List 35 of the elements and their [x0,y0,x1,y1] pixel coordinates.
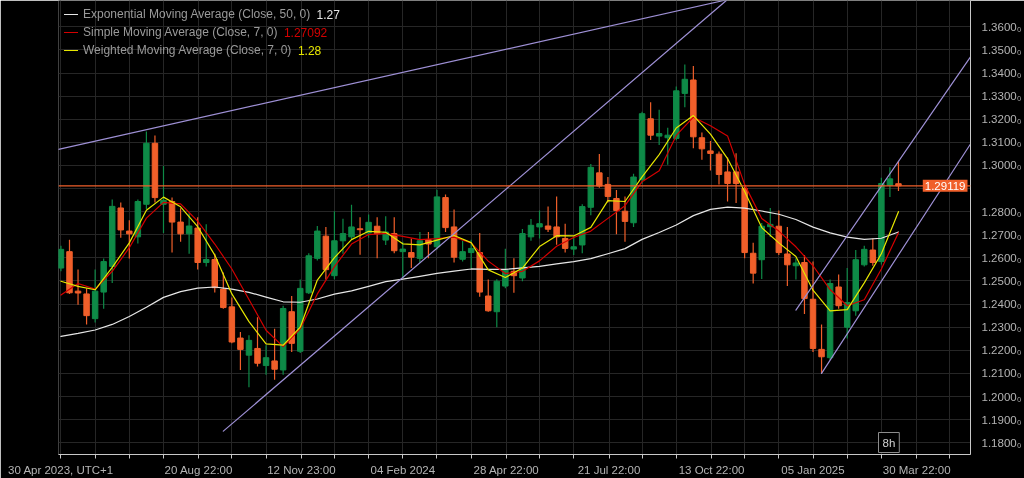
x-tick-label: 20 Aug 22:00 [164,463,233,476]
annotation: 8h [882,436,896,449]
x-tick-label: 21 Jul 22:00 [577,463,641,476]
y-tick-label: 1.2500₀ [981,274,1022,287]
x-tick-label: 12 Nov 23:00 [267,463,336,476]
annotation: 1.28 [297,44,322,58]
y-tick-label: 1.1800₀ [981,436,1022,449]
y-tick-label: 1.2000₀ [981,390,1022,403]
y-tick-label: 1.2400₀ [981,298,1022,311]
y-tick-label: 1.2700₀ [981,228,1022,241]
y-tick-label: 1.3300₀ [981,90,1022,103]
annotation: 1.27092 [283,26,328,40]
x-tick-label: 30 Mar 22:00 [882,463,951,476]
ref-line-label: 1.29119 [924,179,966,192]
y-tick-label: 1.3400₀ [981,67,1022,80]
y-tick-label: 1.3200₀ [981,113,1022,126]
y-tick-label: 1.2100₀ [981,367,1022,380]
y-tick-label: 1.2200₀ [981,344,1022,357]
y-tick-label: 1.3100₀ [981,136,1022,149]
x-tick-label: 05 Jan 2025 [781,463,845,476]
y-tick-label: 1.2800₀ [981,205,1022,218]
y-tick-label: 1.3000₀ [981,159,1022,172]
x-tick-label: 13 Oct 22:00 [678,463,745,476]
y-tick-label: 1.3600₀ [981,20,1022,33]
annotation: 1.27 [316,8,341,22]
y-tick-label: 1.3500₀ [981,43,1022,56]
x-tick-label: 30 Apr 2023, UTC+1 [8,463,114,476]
legend-label: Exponential Moving Average (Close, 50, 0) [83,6,311,22]
y-tick-label: 1.2600₀ [981,251,1022,264]
x-tick-label: 28 Apr 22:00 [473,463,539,476]
legend-label: Weighted Moving Average (Close, 7, 0) [83,42,292,58]
legend-label: Simple Moving Average (Close, 7, 0) [83,24,278,40]
y-tick-label: 1.1900₀ [981,413,1022,426]
x-tick-label: 04 Feb 2024 [370,463,436,476]
y-tick-label: 1.2300₀ [981,321,1022,334]
